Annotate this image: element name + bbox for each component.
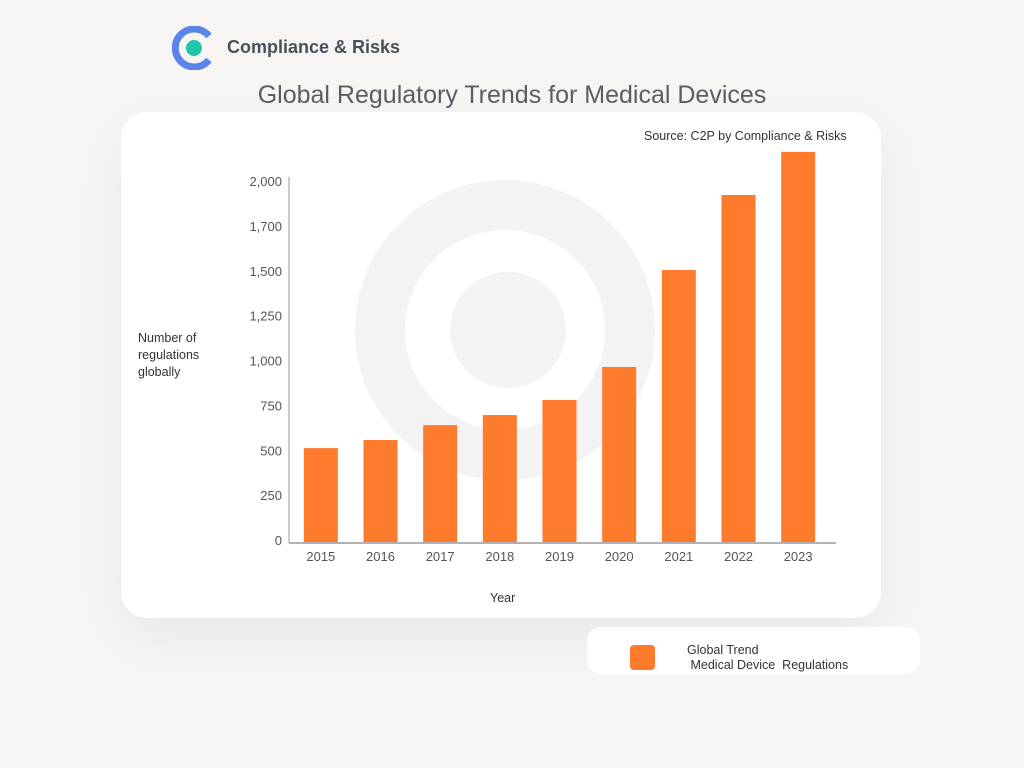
y-axis-label: Number of regulations globally bbox=[138, 331, 200, 379]
x-tick-label: 2022 bbox=[724, 549, 753, 564]
x-tick-label: 2018 bbox=[485, 549, 514, 564]
x-tick-label: 2020 bbox=[605, 549, 634, 564]
legend: Global Trend Medical Device Regulations bbox=[587, 627, 920, 674]
bar-2021 bbox=[661, 270, 696, 542]
bar-2020 bbox=[602, 366, 637, 542]
y-tick-label: 0 bbox=[275, 533, 282, 548]
bar-2022 bbox=[721, 195, 756, 542]
brand-name: Compliance & Risks bbox=[227, 37, 401, 57]
x-tick-label: 2017 bbox=[426, 549, 455, 564]
bar-2018 bbox=[482, 415, 517, 542]
bar-2019 bbox=[542, 399, 577, 542]
bar-2017 bbox=[423, 425, 458, 542]
y-tick-label: 1,000 bbox=[249, 354, 282, 369]
legend-label: Global Trend Medical Device Regulations bbox=[687, 643, 849, 672]
bar-2016 bbox=[363, 440, 398, 542]
watermark-dot bbox=[450, 272, 566, 388]
x-axis-label: Year bbox=[490, 591, 516, 605]
y-tick-label: 250 bbox=[260, 488, 282, 503]
x-tick-label: 2016 bbox=[366, 549, 395, 564]
y-tick-label: 750 bbox=[260, 398, 282, 413]
bar-2023 bbox=[781, 151, 816, 542]
compliance-risks-logo bbox=[172, 26, 212, 70]
y-tick-label: 1,700 bbox=[249, 219, 282, 234]
y-tick-label: 2,000 bbox=[249, 174, 282, 189]
x-tick-label: 2021 bbox=[664, 549, 693, 564]
bar-2015 bbox=[303, 448, 338, 542]
y-tick-label: 500 bbox=[260, 443, 282, 458]
x-tick-label: 2023 bbox=[784, 549, 813, 564]
legend-swatch bbox=[630, 645, 655, 670]
y-tick-label: 1,250 bbox=[249, 309, 282, 324]
x-tick-label: 2015 bbox=[306, 549, 335, 564]
chart-title: Global Regulatory Trends for Medical Dev… bbox=[257, 81, 767, 109]
y-tick-label: 1,500 bbox=[249, 264, 282, 279]
chart-source: Source: C2P by Compliance & Risks bbox=[644, 129, 847, 143]
x-tick-label: 2019 bbox=[545, 549, 574, 564]
